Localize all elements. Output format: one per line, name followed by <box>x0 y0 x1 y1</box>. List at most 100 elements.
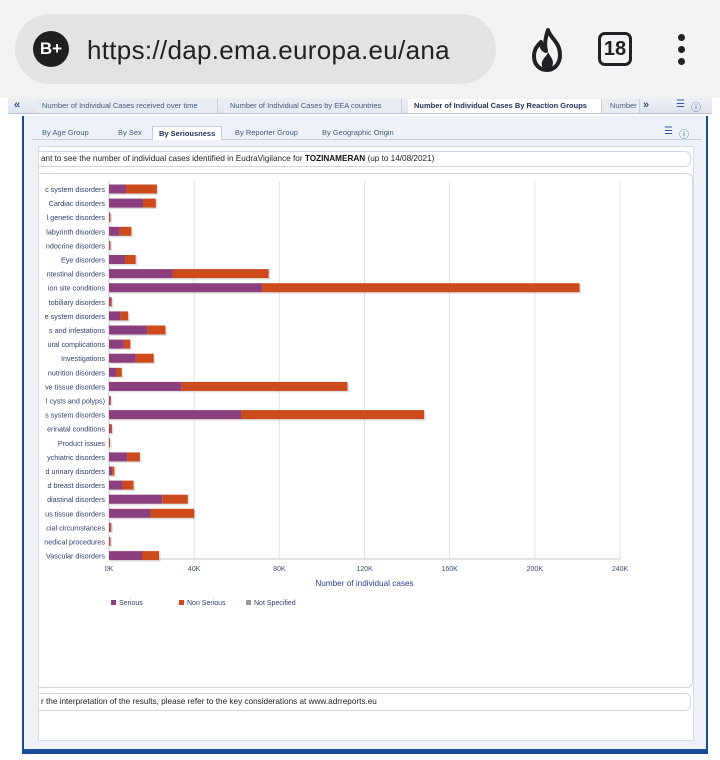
bar-serious[interactable] <box>109 381 182 391</box>
bar-non-serious[interactable] <box>262 283 580 293</box>
address-bar[interactable]: B+ https://dap.ema.europa.eu/ana <box>15 14 496 84</box>
category-label: e system disorders <box>45 312 106 321</box>
bar-shadow <box>110 242 112 252</box>
bar-serious[interactable] <box>109 452 128 462</box>
bar-serious[interactable] <box>109 466 113 476</box>
bar-serious[interactable] <box>109 184 127 194</box>
bar-serious[interactable] <box>109 283 263 293</box>
category-label: l cysts and polyps) <box>46 397 105 406</box>
subtab-reporter-group[interactable]: By Reporter Group <box>235 128 298 137</box>
bar-serious[interactable] <box>109 353 136 363</box>
list-settings-icon[interactable]: ☰ <box>676 99 685 110</box>
category-label: d breast disorders <box>47 481 105 490</box>
category-label: Cardiac disorders <box>49 199 106 208</box>
bar-non-serious[interactable] <box>110 297 112 307</box>
bar-serious[interactable] <box>109 494 163 504</box>
tab-cases-by-reaction-groups[interactable]: Number of Individual Cases By Reaction G… <box>408 99 602 113</box>
tabs-next-button[interactable]: » <box>643 99 650 111</box>
flame-icon[interactable] <box>528 28 568 72</box>
tab-count-button[interactable]: 18 <box>598 32 632 66</box>
bar-serious[interactable] <box>109 255 125 264</box>
bar-serious[interactable] <box>109 240 110 250</box>
bar-non-serious[interactable] <box>109 438 111 448</box>
bar-serious[interactable] <box>109 424 111 434</box>
sub-help-icon[interactable]: ⓘ <box>679 130 689 141</box>
tab-cases-by-eea-countries[interactable]: Number of Individual Cases by EEA countr… <box>224 99 402 113</box>
bar-serious[interactable] <box>109 311 121 321</box>
bar-non-serious[interactable] <box>116 367 122 377</box>
bar-serious[interactable] <box>109 410 242 420</box>
bar-shadow <box>113 468 116 477</box>
subtab-geographic-origin[interactable]: By Geographic Origin <box>322 128 394 137</box>
report-panel: By Age Group By Sex By Seriousness By Re… <box>22 116 708 752</box>
bar-serious[interactable] <box>109 551 143 561</box>
bar-non-serious[interactable] <box>135 353 154 363</box>
bar-non-serious[interactable] <box>162 494 188 504</box>
tabs-prev-button[interactable]: « <box>14 99 21 111</box>
bar-non-serious[interactable] <box>112 466 115 476</box>
bar-serious[interactable] <box>109 226 120 236</box>
bar-serious[interactable] <box>109 198 144 208</box>
bar-non-serious[interactable] <box>126 184 157 194</box>
bar-non-serious[interactable] <box>147 325 166 335</box>
bar-serious[interactable] <box>109 212 110 222</box>
category-label: erinatal conditions <box>47 425 105 434</box>
bar-serious[interactable] <box>109 297 111 307</box>
bar-non-serious[interactable] <box>142 551 160 561</box>
legend-label-non-serious[interactable]: Non Serious <box>187 600 226 607</box>
bar-shadow <box>112 425 114 435</box>
subtab-age-group[interactable]: By Age Group <box>42 128 89 137</box>
help-icon[interactable]: ⓘ <box>691 103 701 114</box>
sub-list-settings-icon[interactable]: ☰ <box>664 126 673 137</box>
bar-non-serious[interactable] <box>123 339 131 349</box>
bar-serious[interactable] <box>109 339 124 349</box>
subtab-seriousness[interactable]: By Seriousness <box>152 126 223 140</box>
bar-serious[interactable] <box>109 396 111 405</box>
x-tick-label: 240K <box>612 566 629 573</box>
url-text[interactable]: https://dap.ema.europa.eu/ana <box>87 35 450 65</box>
bar-non-serious[interactable] <box>122 480 134 490</box>
bar-serious[interactable] <box>109 269 173 279</box>
legend-swatch-non-serious <box>179 600 184 605</box>
bar-non-serious[interactable] <box>150 508 195 518</box>
bar-non-serious[interactable] <box>120 311 129 321</box>
bar-non-serious[interactable] <box>110 522 112 532</box>
tab-number-truncated[interactable]: Number <box>604 99 640 113</box>
bar-non-serious[interactable] <box>109 537 111 546</box>
legend-label-serious[interactable]: Serious <box>119 600 143 607</box>
bar-non-serious[interactable] <box>143 198 156 208</box>
bar-non-serious[interactable] <box>127 452 140 462</box>
panel-bottom-border <box>22 749 708 754</box>
x-tick-label: 0K <box>105 566 114 573</box>
bar-serious[interactable] <box>109 522 111 532</box>
subtab-sex[interactable]: By Sex <box>118 128 142 137</box>
category-label: l genetic disorders <box>47 213 106 222</box>
bar-serious[interactable] <box>109 480 123 490</box>
site-badge-icon[interactable]: B+ <box>33 31 69 67</box>
bar-non-serious[interactable] <box>124 255 136 264</box>
legend-label-not-specified[interactable]: Not Specified <box>254 600 296 607</box>
bar-non-serious[interactable] <box>241 410 425 420</box>
menu-kebab-icon[interactable] <box>668 30 696 70</box>
report-tab-bar: « Number of Individual Cases received ov… <box>8 98 712 114</box>
bar-serious[interactable] <box>109 508 151 518</box>
bar-shadow <box>112 298 114 308</box>
bar-non-serious[interactable] <box>181 381 348 391</box>
bar-serious[interactable] <box>109 325 148 335</box>
bar-serious[interactable] <box>109 367 117 377</box>
bar-non-serious[interactable] <box>110 424 112 434</box>
x-tick-label: 200K <box>527 566 544 573</box>
footer-note: r the interpretation of the results, ple… <box>39 693 691 711</box>
bar-non-serious[interactable] <box>109 240 111 250</box>
bar-shadow <box>110 397 112 407</box>
x-tick-label: 80K <box>273 566 286 573</box>
bar-non-serious[interactable] <box>119 226 132 236</box>
bar-non-serious[interactable] <box>110 396 111 405</box>
category-label: ion site conditions <box>48 284 106 293</box>
bar-serious[interactable] <box>109 537 110 546</box>
category-label: cial circumstances <box>46 523 105 532</box>
tab-cases-over-time[interactable]: Number of Individual Cases received over… <box>36 99 218 113</box>
bar-non-serious[interactable] <box>172 269 269 279</box>
bar-non-serious[interactable] <box>109 212 111 222</box>
bar-shadow <box>111 214 112 224</box>
